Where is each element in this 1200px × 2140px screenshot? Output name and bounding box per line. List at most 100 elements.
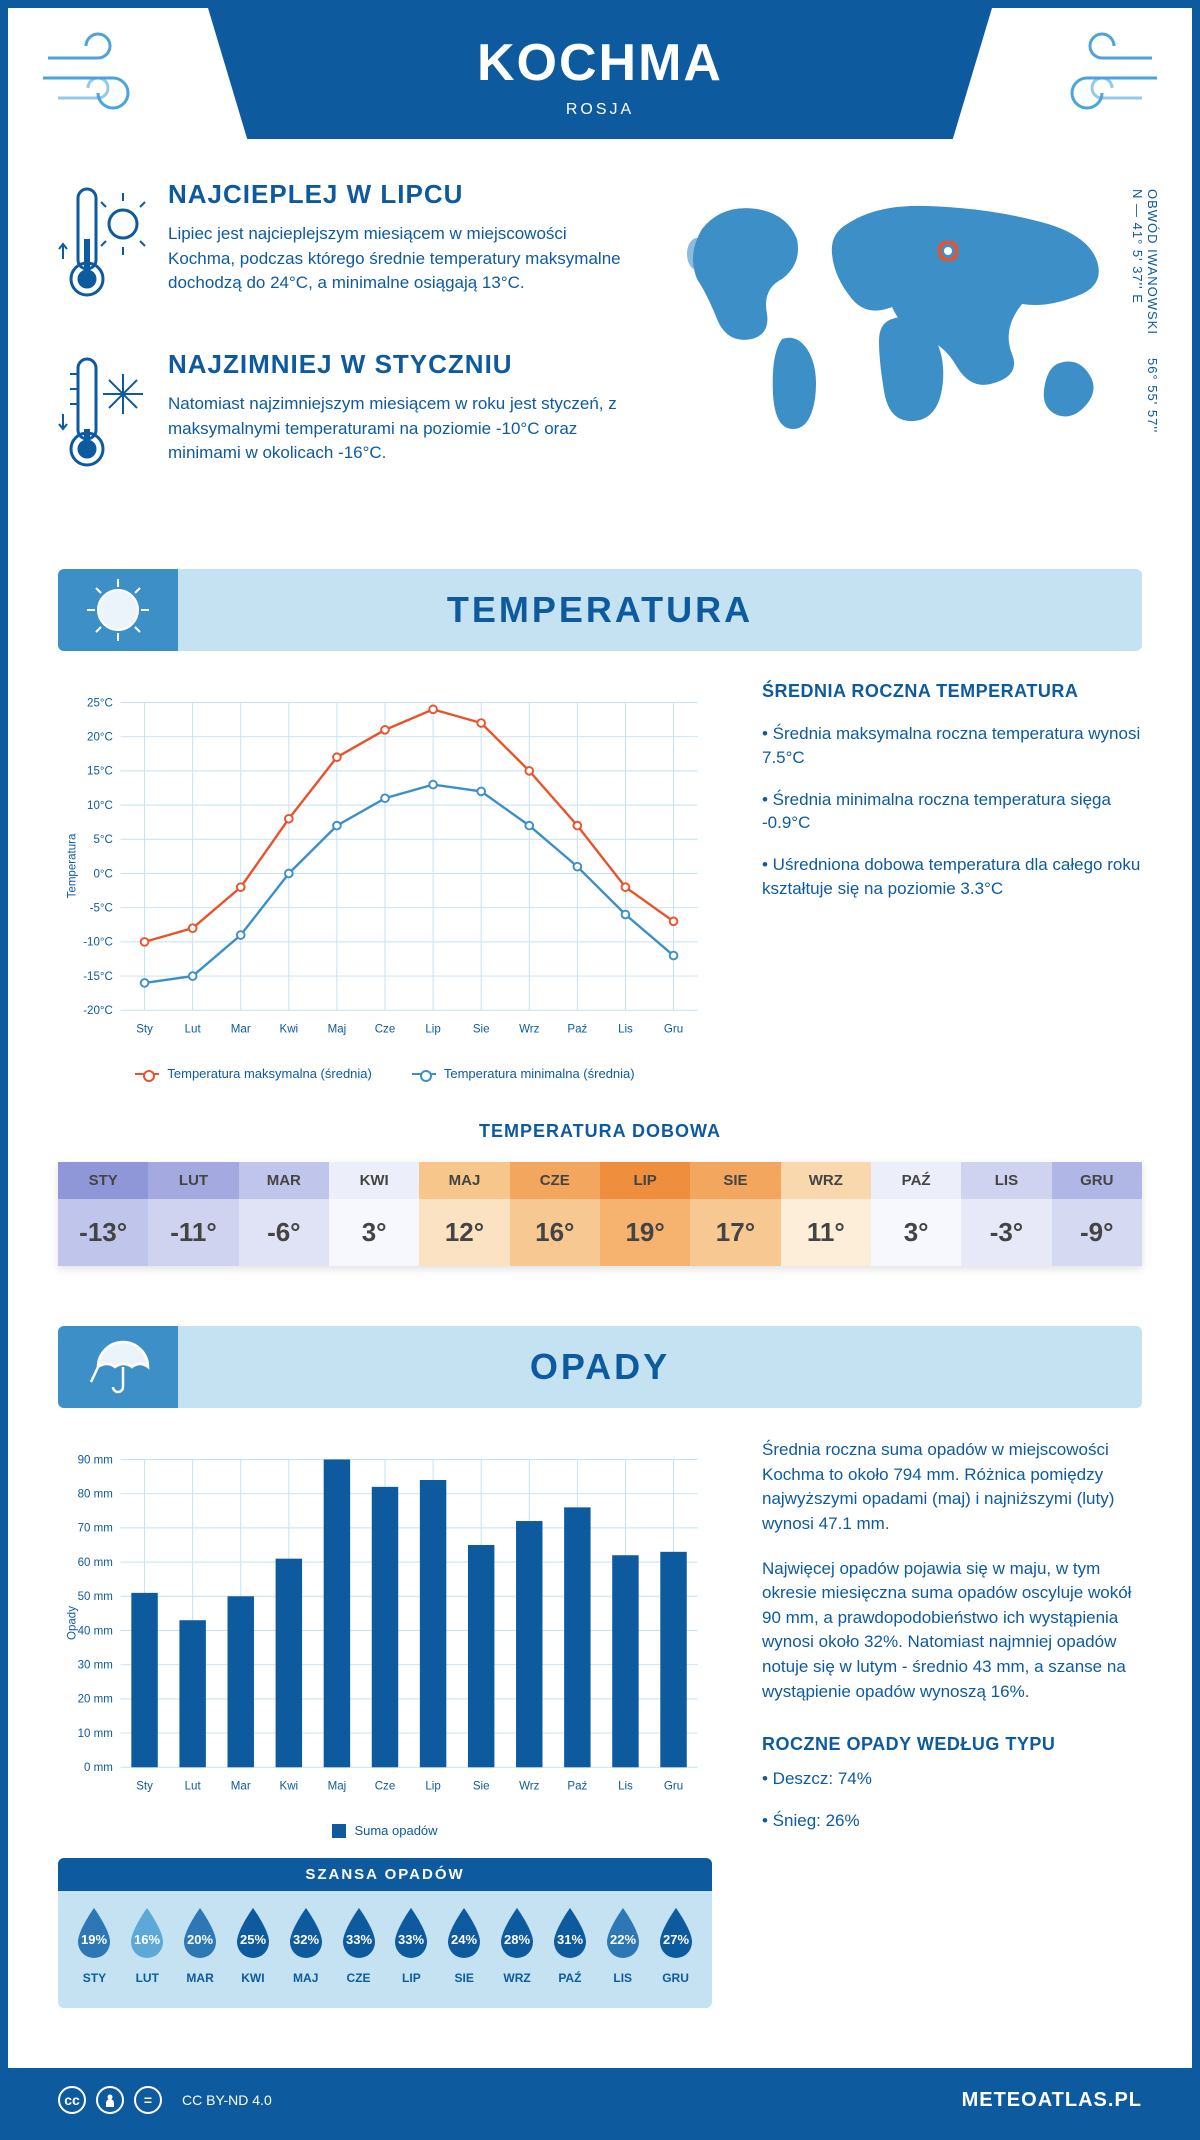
license-block: cc = CC BY-ND 4.0 (58, 2086, 272, 2114)
temp-cell: PAŹ3° (871, 1162, 961, 1266)
temp-cell: MAJ12° (419, 1162, 509, 1266)
nd-icon: = (134, 2086, 162, 2114)
wind-icon-left (38, 28, 178, 128)
temp-cell: SIE17° (690, 1162, 780, 1266)
chance-title: SZANSA OPADÓW (58, 1858, 712, 1891)
svg-text:Cze: Cze (375, 1780, 396, 1792)
svg-text:20°C: 20°C (87, 732, 113, 744)
svg-text:Sty: Sty (136, 1023, 153, 1035)
umbrella-icon (58, 1326, 178, 1408)
daily-temp-section: TEMPERATURA DOBOWA STY-13°LUT-11°MAR-6°K… (8, 1101, 1192, 1306)
temp-cell: LIP19° (600, 1162, 690, 1266)
chance-drop: 16% LUT (121, 1906, 174, 1985)
svg-text:25%: 25% (240, 1932, 266, 1947)
chance-drop: 33% CZE (332, 1906, 385, 1985)
svg-text:40 mm: 40 mm (78, 1625, 113, 1637)
chance-drop: 20% MAR (174, 1906, 227, 1985)
svg-text:Lut: Lut (185, 1780, 202, 1792)
temp-legend: Temperatura maksymalna (średnia) Tempera… (58, 1066, 712, 1081)
svg-text:Kwi: Kwi (280, 1023, 299, 1035)
world-map: OBWÓD IWANOWSKI 56° 55' 57'' N — 41° 5' … (662, 179, 1142, 439)
location-country: ROSJA (208, 101, 992, 119)
warm-text-block: NAJCIEPLEJ W LIPCU Lipiec jest najcieple… (168, 179, 622, 314)
header-wrap: KOCHMA ROSJA (8, 8, 1192, 139)
legend-sum-label: Suma opadów (354, 1823, 437, 1838)
svg-text:22%: 22% (610, 1932, 636, 1947)
svg-text:30 mm: 30 mm (78, 1660, 113, 1672)
footer-brand: METEOATLAS.PL (962, 2089, 1142, 2112)
svg-text:20%: 20% (187, 1932, 213, 1947)
svg-text:Kwi: Kwi (280, 1780, 299, 1792)
map-block: OBWÓD IWANOWSKI 56° 55' 57'' N — 41° 5' … (662, 179, 1142, 519)
precipitation-content: 0 mm10 mm20 mm30 mm40 mm50 mm60 mm70 mm8… (8, 1408, 1192, 2028)
warm-block: NAJCIEPLEJ W LIPCU Lipiec jest najcieple… (58, 179, 622, 314)
svg-text:25°C: 25°C (87, 697, 113, 709)
svg-text:5°C: 5°C (93, 834, 112, 846)
svg-text:60 mm: 60 mm (78, 1557, 113, 1569)
temp-stat-item: • Uśredniona dobowa temperatura dla całe… (762, 853, 1142, 901)
chance-drop: 28% WRZ (491, 1906, 544, 1985)
wind-icon-right (1022, 28, 1162, 128)
thermometer-hot-icon (58, 179, 148, 314)
svg-text:Lut: Lut (185, 1023, 202, 1035)
svg-text:Temperatura: Temperatura (66, 833, 78, 898)
cold-title: NAJZIMNIEJ W STYCZNIU (168, 349, 622, 380)
temp-cell: WRZ11° (781, 1162, 871, 1266)
intro-section: NAJCIEPLEJ W LIPCU Lipiec jest najcieple… (8, 139, 1192, 549)
svg-text:24%: 24% (451, 1932, 477, 1947)
svg-text:32%: 32% (293, 1932, 319, 1947)
svg-text:90 mm: 90 mm (78, 1454, 113, 1466)
temp-stat-item: • Średnia minimalna roczna temperatura s… (762, 788, 1142, 836)
precip-type-title: ROCZNE OPADY WEDŁUG TYPU (762, 1734, 1142, 1755)
svg-text:16%: 16% (134, 1932, 160, 1947)
temp-cell: STY-13° (58, 1162, 148, 1266)
chance-drops: 19% STY 16% LUT 20% MAR 25% KWI 32% MAJ … (58, 1891, 712, 1993)
chance-drop: 25% KWI (226, 1906, 279, 1985)
infographic-container: KOCHMA ROSJA (0, 0, 1200, 2140)
svg-text:Mar: Mar (231, 1023, 251, 1035)
temp-cell: MAR-6° (239, 1162, 329, 1266)
svg-text:Opady: Opady (66, 1606, 78, 1640)
precipitation-chart: 0 mm10 mm20 mm30 mm40 mm50 mm60 mm70 mm8… (58, 1438, 712, 2008)
svg-text:19%: 19% (81, 1932, 107, 1947)
temperature-side: ŚREDNIA ROCZNA TEMPERATURA • Średnia mak… (762, 681, 1142, 1081)
thermometer-cold-icon (58, 349, 148, 484)
svg-text:-15°C: -15°C (83, 971, 113, 983)
svg-text:0 mm: 0 mm (84, 1762, 113, 1774)
temperature-content: -20°C-15°C-10°C-5°C0°C5°C10°C15°C20°C25°… (8, 651, 1192, 1101)
chance-drop: 24% SIE (438, 1906, 491, 1985)
location-title: KOCHMA (208, 33, 992, 93)
daily-temp-table: STY-13°LUT-11°MAR-6°KWI3°MAJ12°CZE16°LIP… (58, 1162, 1142, 1266)
cold-block: NAJZIMNIEJ W STYCZNIU Natomiast najzimni… (58, 349, 622, 484)
chance-drop: 32% MAJ (279, 1906, 332, 1985)
warm-text: Lipiec jest najcieplejszym miesiącem w m… (168, 222, 622, 296)
temp-side-title: ŚREDNIA ROCZNA TEMPERATURA (762, 681, 1142, 702)
svg-text:20 mm: 20 mm (78, 1694, 113, 1706)
footer: cc = CC BY-ND 4.0 METEOATLAS.PL (8, 2068, 1192, 2132)
temperature-title: TEMPERATURA (58, 589, 1142, 631)
svg-text:33%: 33% (398, 1932, 424, 1947)
svg-text:Gru: Gru (664, 1023, 683, 1035)
precip-text-2: Najwięcej opadów pojawia się w maju, w t… (762, 1557, 1142, 1705)
precip-rain: • Deszcz: 74% (762, 1767, 1142, 1791)
svg-text:28%: 28% (504, 1932, 530, 1947)
precipitation-section-header: OPADY (58, 1326, 1142, 1408)
legend-min-label: Temperatura minimalna (średnia) (444, 1066, 635, 1081)
temperature-section-header: TEMPERATURA (58, 569, 1142, 651)
temp-stat-item: • Średnia maksymalna roczna temperatura … (762, 722, 1142, 770)
temperature-chart: -20°C-15°C-10°C-5°C0°C5°C10°C15°C20°C25°… (58, 681, 712, 1081)
precip-snow: • Śnieg: 26% (762, 1809, 1142, 1833)
svg-text:Paź: Paź (567, 1023, 587, 1035)
svg-text:-10°C: -10°C (83, 937, 113, 949)
svg-text:Lis: Lis (618, 1780, 633, 1792)
warm-title: NAJCIEPLEJ W LIPCU (168, 179, 622, 210)
svg-text:80 mm: 80 mm (78, 1489, 113, 1501)
svg-text:33%: 33% (346, 1932, 372, 1947)
svg-text:Sie: Sie (473, 1023, 490, 1035)
legend-max: Temperatura maksymalna (średnia) (135, 1066, 371, 1081)
chance-drop: 31% PAŹ (543, 1906, 596, 1985)
svg-text:Maj: Maj (328, 1023, 347, 1035)
svg-text:15°C: 15°C (87, 766, 113, 778)
sun-icon (58, 569, 178, 651)
chance-drop: 22% LIS (596, 1906, 649, 1985)
